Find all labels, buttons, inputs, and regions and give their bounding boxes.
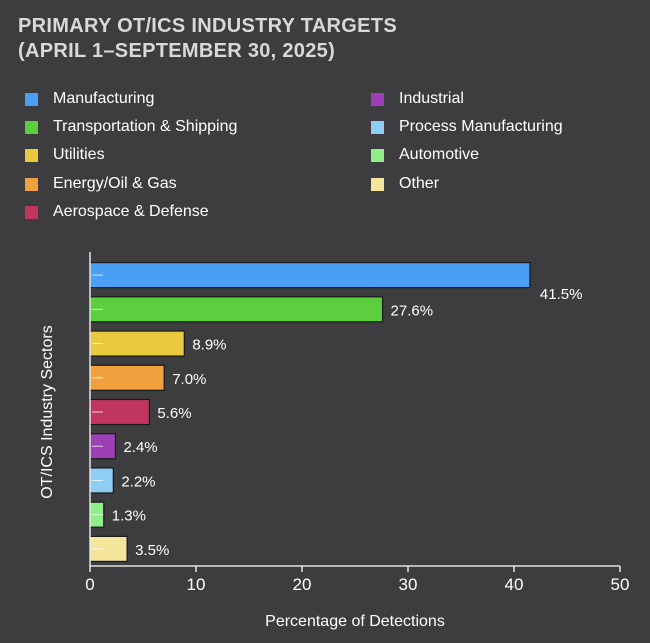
x-tick-label: 20 — [293, 575, 312, 594]
value-label-utilities: 8.9% — [192, 337, 226, 354]
y-axis-title: OT/ICS Industry Sectors — [39, 325, 56, 498]
legend-label: Transportation & Shipping — [53, 118, 238, 135]
legend-label: Other — [399, 175, 440, 192]
legend-swatch — [25, 92, 38, 106]
chart-title-line2: (APRIL 1–SEPTEMBER 30, 2025) — [18, 40, 336, 62]
value-label-other: 3.5% — [135, 542, 169, 559]
x-axis-title: Percentage of Detections — [265, 613, 445, 630]
value-label-industrial: 2.4% — [123, 439, 157, 456]
legend-label: Industrial — [399, 90, 464, 107]
legend-item-energy-oil-gas: Energy/Oil & Gas — [25, 175, 177, 193]
legend-item-process-manufacturing: Process Manufacturing — [371, 118, 563, 136]
legend-label: Energy/Oil & Gas — [53, 175, 177, 192]
legend-swatch — [371, 177, 384, 191]
legend-label: Utilities — [53, 146, 105, 163]
legend-item-automotive: Automotive — [371, 146, 479, 164]
value-label-energy-oil-gas: 7.0% — [172, 371, 206, 388]
x-tick-label: 50 — [611, 575, 630, 594]
chart-title: PRIMARY OT/ICS INDUSTRY TARGETS (APRIL 1… — [18, 14, 397, 64]
chart-title-line1: PRIMARY OT/ICS INDUSTRY TARGETS — [18, 15, 397, 37]
legend-item-transportation-shipping: Transportation & Shipping — [25, 118, 237, 136]
value-label-automotive: 1.3% — [112, 508, 146, 525]
x-tick-label: 0 — [85, 575, 94, 594]
legend-label: Process Manufacturing — [399, 118, 563, 135]
legend-item-aerospace-defense: Aerospace & Defense — [25, 203, 209, 221]
value-label-transportation-shipping: 27.6% — [391, 302, 434, 319]
legend-label: Manufacturing — [53, 90, 155, 107]
value-label-aerospace-defense: 5.6% — [157, 405, 191, 422]
legend-item-other: Other — [371, 175, 439, 193]
legend-swatch — [371, 148, 384, 162]
legend-swatch — [25, 177, 38, 191]
legend-label: Aerospace & Defense — [53, 203, 209, 220]
legend-swatch — [25, 205, 38, 219]
x-tick-label: 10 — [187, 575, 206, 594]
legend-label: Automotive — [399, 146, 480, 163]
legend-swatch — [371, 92, 384, 106]
x-tick-label: 40 — [505, 575, 524, 594]
legend-swatch — [371, 120, 384, 134]
x-tick-label: 30 — [399, 575, 418, 594]
legend-item-manufacturing: Manufacturing — [25, 90, 154, 108]
bar-utilities — [89, 330, 185, 357]
value-label-manufacturing: 41.5% — [540, 286, 583, 303]
bar-manufacturing — [89, 262, 531, 289]
legend: Manufacturing Transportation & Shipping Ut… — [0, 84, 650, 234]
value-label-process-manufacturing: 2.2% — [121, 473, 155, 490]
bar-transportation-shipping — [89, 296, 384, 323]
legend-item-utilities: Utilities — [25, 146, 105, 164]
legend-swatch — [25, 120, 38, 134]
legend-item-industrial: Industrial — [371, 90, 464, 108]
legend-swatch — [25, 148, 38, 162]
